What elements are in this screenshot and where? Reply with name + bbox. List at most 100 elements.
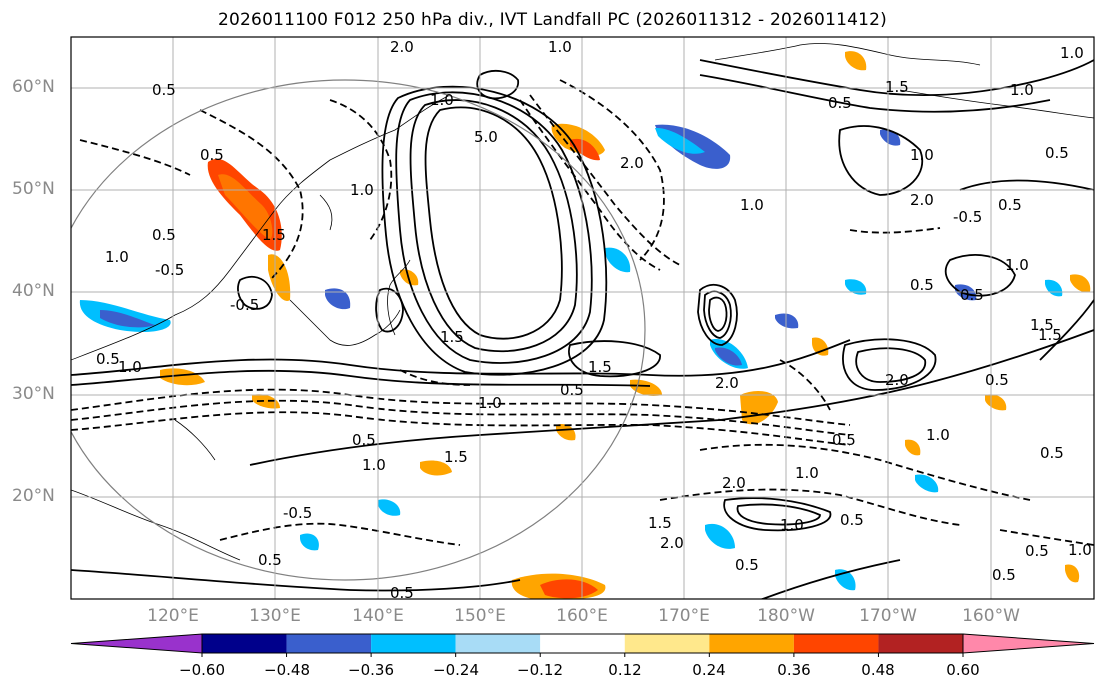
colorbar-tick-label: −0.48 [264,661,310,679]
contour-closed [381,85,608,376]
contour-closed [703,290,732,339]
colorbar-tick-label: −0.60 [179,661,225,679]
map-frame [70,36,1095,600]
divergence-shading [79,51,1091,599]
colorbar-tick-label: 0.48 [861,661,895,679]
contour-label: 1.0 [548,38,572,56]
contour-closed [395,91,593,364]
contour-closed [855,347,926,383]
shade-patch [985,394,1007,411]
contour-label: 2.0 [885,371,909,389]
shade-patch [1045,279,1063,297]
contour-labels: 2.0 1.0 0.5 1.0 0.5 1.5 1.0 5.0 0.5 0.5 … [96,38,1092,602]
lon-label-170e: 170°E [658,606,710,626]
lon-label-130e: 130°E [249,606,301,626]
contour-closed [736,503,821,526]
contour-label: 1.0 [118,358,142,376]
colorbar-tick-label: 0.36 [777,661,811,679]
contour-label: 1.0 [1060,44,1084,62]
contour-label: 1.5 [588,358,612,376]
colorbar-tick-label: 0.60 [946,661,980,679]
contour-label: 1.0 [478,394,502,412]
contour-label: 1.0 [926,426,950,444]
contour-label: 0.5 [735,556,759,574]
shade-patch [845,279,867,295]
lat-label-50n: 50°N [12,179,55,199]
contour-label: 1.5 [440,328,464,346]
shade-patch [1070,274,1091,293]
shade-patch [252,394,280,409]
contour-label: 2.0 [660,534,684,552]
contour-label: 1.0 [780,516,804,534]
gridlines [71,37,1094,599]
shade-patch [880,129,901,146]
contour-closed [568,340,661,378]
contour-label: 0.5 [96,350,120,368]
shade-patch [556,424,576,441]
contour-label: 0.5 [832,431,856,449]
colorbar-tick-label: −0.12 [517,661,563,679]
shade-patch [605,247,631,273]
contour-label: 1.0 [105,248,129,266]
contour-label: 0.5 [1025,542,1049,560]
shade-patch [715,347,742,366]
contour-label: 0.5 [910,276,934,294]
contour-label: 1.5 [885,78,909,96]
contour-label: 1.5 [444,448,468,466]
shade-patch [845,51,867,71]
contour-label: 1.0 [740,196,764,214]
shade-patch [1065,564,1080,583]
contour-label: 0.5 [152,226,176,244]
contour-closed [424,106,563,340]
contour-label: 1.5 [648,514,672,532]
contour-closed [723,497,832,532]
shade-patch [655,127,705,154]
lat-label-20n: 20°N [12,486,55,506]
positive-contours [71,59,1094,599]
contour-label: 2.0 [390,38,414,56]
contour-label: -0.5 [283,504,312,522]
contour-label: 0.5 [352,431,376,449]
shade-patch [905,439,921,456]
shade-patch [540,579,598,599]
shade-patch [218,174,273,240]
contour-label: 1.5 [1038,326,1062,344]
shade-patch [915,474,939,493]
contour-label: 5.0 [474,128,498,146]
contour-label: 1.0 [910,146,934,164]
shade-patch [378,499,401,516]
shade-patch [160,368,205,386]
contour-label: 1.0 [795,464,819,482]
contour-label: 0.5 [258,551,282,569]
contour-label: 0.5 [1040,444,1064,462]
shade-patch [420,460,452,476]
contour-label: 1.5 [1030,316,1054,334]
contour-label: 0.5 [152,81,176,99]
lon-label-160w: 160°W [962,606,1020,626]
contour-label: -0.5 [953,208,982,226]
contour-label: 0.5 [985,371,1009,389]
contour-label: 0.5 [1045,144,1069,162]
contour-label: 1.0 [350,181,374,199]
lat-label-60n: 60°N [12,77,55,97]
contour-label: -0.5 [230,296,259,314]
contour-label: 1.0 [1005,256,1029,274]
contour-label: 2.0 [715,374,739,392]
shade-patch [100,310,155,328]
lat-label-40n: 40°N [12,281,55,301]
contour-label: 0.5 [960,286,984,304]
lon-label-120e: 120°E [147,606,199,626]
lon-label-140e: 140°E [352,606,404,626]
shade-patch [268,254,291,301]
contour-label: 1.0 [1010,81,1034,99]
lat-label-30n: 30°N [12,384,55,404]
lon-label-150e: 150°E [454,606,506,626]
contour-label: 0.5 [840,511,864,529]
colorbar-tick-label: 0.12 [608,661,642,679]
contour-label: 0.5 [828,94,852,112]
negative-contours [71,79,1094,546]
lon-label-180w: 180°W [757,606,815,626]
contour-label: 0.5 [390,584,414,602]
contour-label: -0.5 [155,261,184,279]
